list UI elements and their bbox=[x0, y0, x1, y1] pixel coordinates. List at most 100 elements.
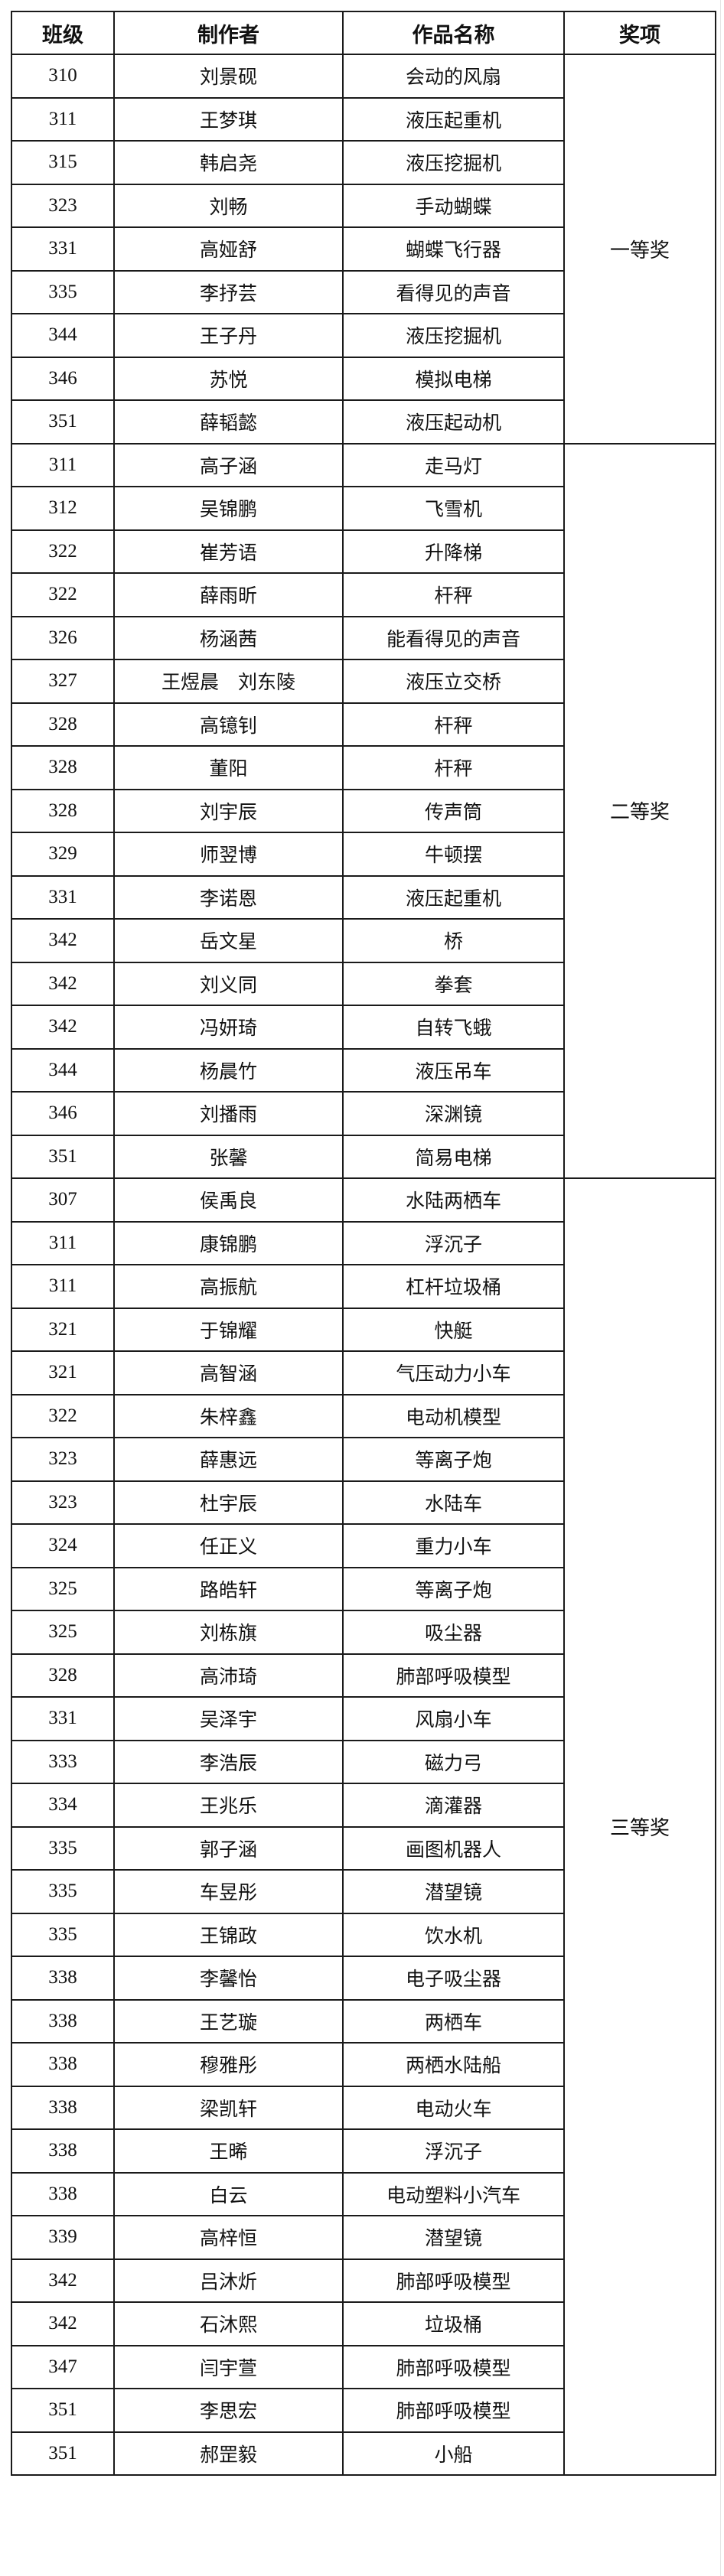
table-row: 331 吴泽宇 风扇小车 bbox=[11, 1696, 716, 1741]
class-cell: 323 bbox=[11, 1437, 115, 1482]
maker-cell: 薛韬懿 bbox=[113, 399, 344, 445]
maker-cell: 刘畅 bbox=[113, 183, 344, 228]
work-name-cell: 电动机模型 bbox=[342, 1393, 565, 1438]
maker-cell: 高子涵 bbox=[113, 442, 344, 487]
maker-cell: 张馨 bbox=[113, 1134, 344, 1179]
class-cell: 328 bbox=[11, 745, 115, 790]
maker-cell: 车昱彤 bbox=[113, 1869, 344, 1914]
work-name-cell: 杆秤 bbox=[342, 572, 565, 617]
class-cell: 311 bbox=[11, 442, 115, 487]
class-cell: 344 bbox=[11, 313, 115, 358]
table-row: 335 李抒芸 看得见的声音 bbox=[11, 269, 716, 314]
maker-cell: 石沐熙 bbox=[113, 2301, 344, 2346]
maker-cell: 崔芳语 bbox=[113, 529, 344, 574]
class-cell: 333 bbox=[11, 1739, 115, 1784]
table-row: 338 梁凯轩 电动火车 bbox=[11, 2085, 716, 2130]
class-cell: 329 bbox=[11, 832, 115, 877]
class-cell: 307 bbox=[11, 1177, 115, 1223]
table-row: 329 师翌博 牛顿摆 bbox=[11, 832, 716, 877]
class-cell: 325 bbox=[11, 1566, 115, 1611]
maker-cell: 王晞 bbox=[113, 2128, 344, 2174]
header-award: 奖项 bbox=[563, 11, 716, 55]
table-row: 344 王子丹 液压挖掘机 bbox=[11, 313, 716, 358]
table-row: 351 薛韬懿 液压起动机 bbox=[11, 399, 716, 445]
work-name-cell: 液压吊车 bbox=[342, 1047, 565, 1093]
work-name-cell: 看得见的声音 bbox=[342, 269, 565, 314]
table-row: 307 侯禹良 水陆两栖车 三等奖 bbox=[11, 1177, 716, 2476]
maker-cell: 高智涵 bbox=[113, 1350, 344, 1395]
maker-cell: 杜宇辰 bbox=[113, 1480, 344, 1525]
award-cell: 一等奖 bbox=[563, 54, 716, 445]
class-cell: 335 bbox=[11, 1825, 115, 1871]
table-row: 321 高智涵 气压动力小车 bbox=[11, 1350, 716, 1395]
work-name-cell: 传声筒 bbox=[342, 788, 565, 833]
work-name-cell: 潜望镜 bbox=[342, 1869, 565, 1914]
work-name-cell: 小船 bbox=[342, 2431, 565, 2476]
maker-cell: 李抒芸 bbox=[113, 269, 344, 314]
maker-cell: 李诺恩 bbox=[113, 874, 344, 920]
class-cell: 346 bbox=[11, 1091, 115, 1136]
table-row: 311 高子涵 走马灯 二等奖 bbox=[11, 442, 716, 1179]
class-cell: 328 bbox=[11, 702, 115, 747]
header-class: 班级 bbox=[11, 11, 115, 55]
table-row: 311 康锦鹏 浮沉子 bbox=[11, 1220, 716, 1265]
work-name-cell: 潜望镜 bbox=[342, 2215, 565, 2260]
work-name-cell: 走马灯 bbox=[342, 442, 565, 487]
work-name-cell: 饮水机 bbox=[342, 1912, 565, 1957]
maker-cell: 刘播雨 bbox=[113, 1091, 344, 1136]
class-cell: 342 bbox=[11, 1005, 115, 1050]
table-row: 326 杨涵茜 能看得见的声音 bbox=[11, 615, 716, 660]
table-row: 347 闫宇萱 肺部呼吸模型 bbox=[11, 2344, 716, 2389]
maker-cell: 郝罡毅 bbox=[113, 2431, 344, 2476]
work-name-cell: 液压起重机 bbox=[342, 874, 565, 920]
table-row: 325 路皓轩 等离子炮 bbox=[11, 1566, 716, 1611]
table-row: 338 穆雅彤 两栖水陆船 bbox=[11, 2042, 716, 2087]
table-row: 328 刘宇辰 传声筒 bbox=[11, 788, 716, 833]
class-cell: 335 bbox=[11, 1869, 115, 1914]
table-row: 328 高镱钊 杆秤 bbox=[11, 702, 716, 747]
work-name-cell: 气压动力小车 bbox=[342, 1350, 565, 1395]
class-cell: 351 bbox=[11, 2431, 115, 2476]
table-row: 338 白云 电动塑料小汽车 bbox=[11, 2171, 716, 2216]
maker-cell: 吕沐炘 bbox=[113, 2258, 344, 2303]
table-row: 344 杨晨竹 液压吊车 bbox=[11, 1047, 716, 1093]
work-name-cell: 深渊镜 bbox=[342, 1091, 565, 1136]
class-cell: 335 bbox=[11, 269, 115, 314]
class-cell: 342 bbox=[11, 2301, 115, 2346]
table-row: 322 崔芳语 升降梯 bbox=[11, 529, 716, 574]
maker-cell: 吴锦鹏 bbox=[113, 486, 344, 531]
class-cell: 334 bbox=[11, 1783, 115, 1828]
work-name-cell: 简易电梯 bbox=[342, 1134, 565, 1179]
table-row: 331 高娅舒 蝴蝶飞行器 bbox=[11, 226, 716, 272]
table-row: 322 朱梓鑫 电动机模型 bbox=[11, 1393, 716, 1438]
table-row: 342 冯妍琦 自转飞蛾 bbox=[11, 1005, 716, 1050]
maker-cell: 王梦琪 bbox=[113, 96, 344, 142]
class-cell: 331 bbox=[11, 1696, 115, 1741]
maker-cell: 苏悦 bbox=[113, 356, 344, 401]
table-row: 346 刘播雨 深渊镜 bbox=[11, 1091, 716, 1136]
class-cell: 310 bbox=[11, 54, 115, 99]
maker-cell: 师翌博 bbox=[113, 832, 344, 877]
table-row: 311 王梦琪 液压起重机 bbox=[11, 96, 716, 142]
maker-cell: 薛惠远 bbox=[113, 1437, 344, 1482]
table-row: 338 王艺璇 两栖车 bbox=[11, 1998, 716, 2044]
work-name-cell: 拳套 bbox=[342, 961, 565, 1006]
table-row: 342 石沐熙 垃圾桶 bbox=[11, 2301, 716, 2346]
maker-cell: 李馨怡 bbox=[113, 1956, 344, 2001]
class-cell: 338 bbox=[11, 1998, 115, 2044]
work-name-cell: 升降梯 bbox=[342, 529, 565, 574]
table-row: 339 高梓恒 潜望镜 bbox=[11, 2215, 716, 2260]
table-row: 324 任正义 重力小车 bbox=[11, 1523, 716, 1568]
table-row: 312 吴锦鹏 飞雪机 bbox=[11, 486, 716, 531]
work-name-cell: 磁力弓 bbox=[342, 1739, 565, 1784]
maker-cell: 任正义 bbox=[113, 1523, 344, 1568]
maker-cell: 高娅舒 bbox=[113, 226, 344, 272]
work-name-cell: 液压立交桥 bbox=[342, 659, 565, 704]
class-cell: 325 bbox=[11, 1610, 115, 1655]
class-cell: 321 bbox=[11, 1350, 115, 1395]
class-cell: 323 bbox=[11, 1480, 115, 1525]
table-row: 342 岳文星桥 bbox=[11, 918, 716, 963]
table-row: 333 李浩辰 磁力弓 bbox=[11, 1739, 716, 1784]
class-cell: 311 bbox=[11, 1220, 115, 1265]
maker-cell: 王煜晨 刘东陵 bbox=[113, 659, 344, 704]
